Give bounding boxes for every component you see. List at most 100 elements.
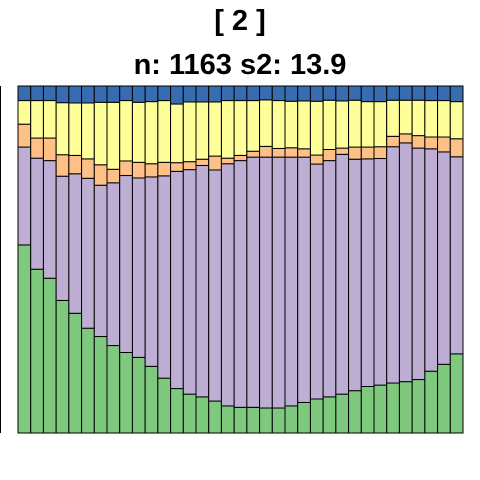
bar-segment-21-3	[271, 147, 286, 158]
bar-segment-1-5	[17, 85, 32, 102]
bar-segment-16-2	[208, 169, 222, 402]
bar-segment-9-4	[119, 100, 133, 162]
bar-segment-31-4	[398, 99, 413, 135]
bar-segment-18-2	[233, 160, 248, 408]
bar-segment-27-2	[348, 158, 362, 392]
bar-segment-31-5	[398, 85, 413, 101]
bar-segment-14-1	[182, 393, 197, 434]
bar-segment-6-2	[81, 177, 95, 329]
bar-segment-22-4	[284, 100, 299, 149]
bar-segment-24-4	[309, 100, 324, 156]
bar-segment-2-5	[30, 85, 44, 102]
bar-segment-2-4	[30, 100, 44, 139]
bar-segment-5-1	[68, 312, 83, 434]
bar-segment-13-3	[170, 162, 184, 172]
bar-segment-20-3	[259, 145, 273, 158]
bar-segment-7-5	[93, 85, 108, 103]
bar-segment-10-4	[131, 101, 146, 163]
bar-segment-29-2	[373, 158, 388, 386]
bar-segment-21-5	[271, 85, 286, 102]
bar-segment-3-5	[42, 85, 57, 102]
bar-segment-32-5	[411, 85, 426, 101]
bar-segment-26-1	[335, 393, 350, 434]
bar-segment-6-1	[81, 327, 95, 434]
bar-segment-14-4	[182, 101, 197, 163]
bar-segment-27-4	[348, 99, 362, 148]
bar-segment-11-5	[144, 85, 159, 103]
bar-segment-20-4	[259, 99, 273, 147]
bar-segment-12-1	[157, 377, 172, 434]
bar-segment-9-1	[119, 352, 133, 434]
bar-segment-12-5	[157, 85, 172, 102]
bar-segment-22-3	[284, 147, 299, 158]
bar-segment-34-5	[437, 85, 451, 102]
bar-segment-35-3	[449, 138, 464, 158]
bar-segment-21-4	[271, 100, 286, 149]
bar-segment-3-4	[42, 100, 57, 139]
bar-segment-32-2	[411, 147, 426, 381]
bar-segment-17-5	[220, 85, 235, 102]
bar-segment-10-2	[131, 177, 146, 358]
bar-segment-33-3	[424, 136, 439, 150]
bar-segment-9-3	[119, 160, 133, 177]
bar-segment-18-4	[233, 100, 248, 156]
bar-segment-32-1	[411, 379, 426, 434]
bar-segment-13-2	[170, 170, 184, 390]
bar-segment-15-2	[195, 164, 210, 398]
bar-segment-9-2	[119, 175, 133, 353]
bar-segment-12-4	[157, 100, 172, 163]
bar-segment-4-2	[55, 175, 70, 301]
bar-segment-29-5	[373, 85, 388, 103]
bar-segment-8-2	[106, 182, 121, 347]
bar-segment-7-1	[93, 336, 108, 434]
bar-segment-18-3	[233, 154, 248, 162]
bar-segment-17-2	[220, 163, 235, 407]
bar-segment-15-5	[195, 85, 210, 103]
bar-segment-26-5	[335, 85, 350, 102]
bar-segment-25-3	[322, 149, 337, 162]
bar-segment-7-2	[93, 184, 108, 338]
bar-segment-21-1	[271, 407, 286, 434]
bar-segment-14-3	[182, 161, 197, 171]
chart-title: [ 2 ]	[214, 5, 266, 37]
bar-segment-19-1	[246, 406, 261, 434]
bar-segment-11-2	[144, 176, 159, 367]
bar-segment-3-3	[42, 137, 57, 162]
bar-segment-12-3	[157, 161, 172, 177]
bar-segment-18-1	[233, 406, 248, 434]
bar-segment-8-1	[106, 345, 121, 434]
bar-segment-2-2	[30, 157, 44, 270]
bar-segment-29-3	[373, 146, 388, 160]
bar-segment-4-1	[55, 299, 70, 434]
bar-segment-31-2	[398, 142, 413, 383]
bar-segment-4-4	[55, 102, 70, 156]
bar-segment-7-4	[93, 101, 108, 166]
bar-segment-28-3	[360, 146, 375, 160]
bar-segment-1-2	[17, 146, 32, 246]
bar-segment-19-5	[246, 85, 261, 102]
bar-segment-8-4	[106, 101, 121, 170]
bar-segment-1-4	[17, 100, 32, 125]
bar-segment-16-5	[208, 85, 222, 103]
bar-segment-30-5	[386, 85, 400, 101]
bar-segment-27-1	[348, 390, 362, 434]
bar-segment-12-2	[157, 175, 172, 379]
bar-segment-23-3	[297, 148, 311, 158]
bar-segment-23-1	[297, 401, 311, 434]
bar-segment-6-4	[81, 102, 95, 160]
bar-segment-35-4	[449, 101, 464, 140]
bar-segment-20-1	[259, 407, 273, 434]
bar-segment-31-1	[398, 381, 413, 434]
bar-segment-23-5	[297, 85, 311, 102]
bar-segment-29-1	[373, 384, 388, 434]
bar-segment-28-5	[360, 85, 375, 103]
bar-segment-28-4	[360, 101, 375, 148]
bar-segment-1-1	[17, 244, 32, 434]
bar-segment-6-3	[81, 158, 95, 179]
bar-segment-30-4	[386, 99, 400, 137]
bar-segment-26-3	[335, 147, 350, 155]
bar-segment-6-5	[81, 85, 95, 104]
bar-segment-5-5	[68, 85, 83, 104]
bar-segment-8-5	[106, 85, 121, 103]
